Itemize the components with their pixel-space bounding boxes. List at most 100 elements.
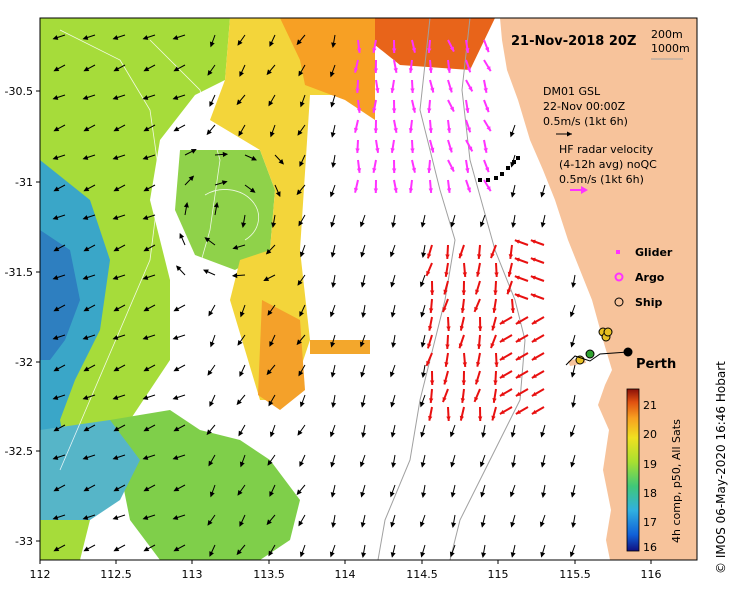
radar-vector-head [429, 380, 435, 385]
x-tick-label: 116 [641, 568, 662, 581]
current-vector-head [209, 491, 215, 498]
current-vector-head [267, 310, 273, 316]
current-vector-head [450, 461, 456, 468]
radar-vector-magenta-head [393, 67, 398, 73]
current-vector-head [112, 35, 119, 40]
radar-vector-magenta-head [465, 48, 470, 53]
radar-vector-magenta-head [446, 68, 452, 73]
current-vector-head [391, 222, 397, 228]
radar-vector-head [499, 373, 505, 378]
current-vector-head [53, 186, 60, 192]
radar-vector-head [443, 289, 448, 295]
radar-vector-magenta-head [410, 88, 415, 93]
radar-vector-magenta-head [373, 68, 379, 73]
radar-vector-head [429, 308, 434, 313]
current-vector-head [361, 432, 367, 438]
current-vector-head [53, 306, 60, 312]
ship-marker [585, 349, 595, 359]
radar-vector-magenta-head [375, 148, 380, 153]
radar-vector-magenta-head [391, 168, 397, 173]
current-vector-head [52, 275, 59, 280]
current-vector-head [83, 186, 90, 192]
x-tick-label: 114 [335, 568, 356, 581]
current-vector-head [142, 35, 149, 40]
radar-vector-magenta-head [485, 47, 490, 53]
radar-vector-magenta-head [428, 188, 433, 193]
current-vector-head [389, 371, 395, 378]
map-title: 21-Nov-2018 20Z [511, 34, 636, 49]
radar-vector-magenta-head [411, 47, 417, 53]
current-vector-head [206, 129, 212, 136]
radar-vector-magenta-head [466, 187, 471, 193]
radar-vector-magenta-head [430, 87, 435, 93]
radar-vector-head [428, 325, 433, 331]
current-vector-head [331, 162, 337, 168]
current-vector-head [112, 455, 119, 460]
current-vector-head [173, 306, 180, 312]
current-vector-head [299, 551, 305, 558]
current-vector-head [299, 251, 305, 258]
current-vector-head [421, 492, 427, 498]
current-vector-head [82, 455, 89, 460]
current-vector-head [236, 549, 242, 556]
radar-vector-head [459, 325, 464, 331]
current-vector-head [53, 126, 60, 132]
radar-vector-head [446, 416, 451, 421]
radar-vector-magenta-head [408, 68, 414, 73]
current-vector-head [299, 311, 304, 317]
radar-vector-magenta-head [466, 127, 471, 133]
current-vector-head [143, 426, 150, 432]
current-vector-head [83, 306, 90, 312]
current-vector-head [142, 335, 149, 340]
current-vector-head [83, 426, 90, 432]
wind-time: 22-Nov 00:00Z [543, 100, 626, 113]
current-vector-head [143, 306, 150, 312]
radar-vector-magenta-head [356, 168, 362, 173]
x-tick-label: 114.5 [406, 568, 438, 581]
current-vector-head [390, 312, 396, 318]
land-mass [500, 18, 697, 560]
radar-vector-head [474, 396, 479, 402]
radar-vector-head [494, 362, 499, 367]
current-vector-head [421, 252, 427, 258]
current-vector-head [510, 552, 516, 558]
current-vector-head [511, 462, 517, 468]
hf-radar-vectors [425, 239, 545, 422]
current-vector-head [113, 426, 120, 432]
sst-lower-left-blue [40, 420, 140, 520]
current-vector-head [239, 311, 245, 318]
current-vector-head [330, 372, 336, 378]
current-vector-head [209, 401, 214, 407]
contour-label-1000m: 1000m [651, 42, 690, 55]
colorbar-ticks: 21 20 19 18 17 16 [643, 399, 657, 554]
glider-legend-symbol [616, 250, 620, 254]
radar-vector-head [531, 391, 537, 396]
radar-vector-head [428, 415, 433, 421]
current-vector-head [239, 71, 244, 77]
current-vector-head [239, 521, 244, 527]
radar-vector-magenta-head [393, 187, 398, 193]
current-vector-head [142, 155, 149, 160]
current-vector-head [360, 522, 366, 528]
x-axis: 112 112.5 113 113.5 114 114.5 115 115.5 … [30, 560, 662, 581]
current-vector-head [142, 275, 149, 280]
current-vector-head [52, 95, 59, 100]
current-vector-head [569, 431, 575, 438]
current-vector-head [190, 149, 197, 154]
radar-vector-head [515, 373, 521, 378]
argo-legend-label: Argo [635, 271, 665, 284]
current-vector-head [237, 340, 243, 346]
current-vector-head [82, 275, 89, 280]
radar-vector-magenta-head [449, 166, 454, 172]
radar-vector-magenta-head [411, 107, 417, 113]
radar-vector-magenta-head [427, 48, 432, 53]
current-vector-head [113, 246, 120, 252]
radar-vector-magenta-head [353, 127, 359, 133]
radar-vector-head [510, 308, 515, 313]
current-vector-head [540, 191, 546, 198]
radar-vector-head [514, 275, 520, 280]
current-vector-head [391, 342, 397, 348]
current-vector-head [275, 191, 281, 198]
argo-legend-symbol [614, 272, 624, 282]
radar-vector-magenta-head [446, 128, 452, 133]
